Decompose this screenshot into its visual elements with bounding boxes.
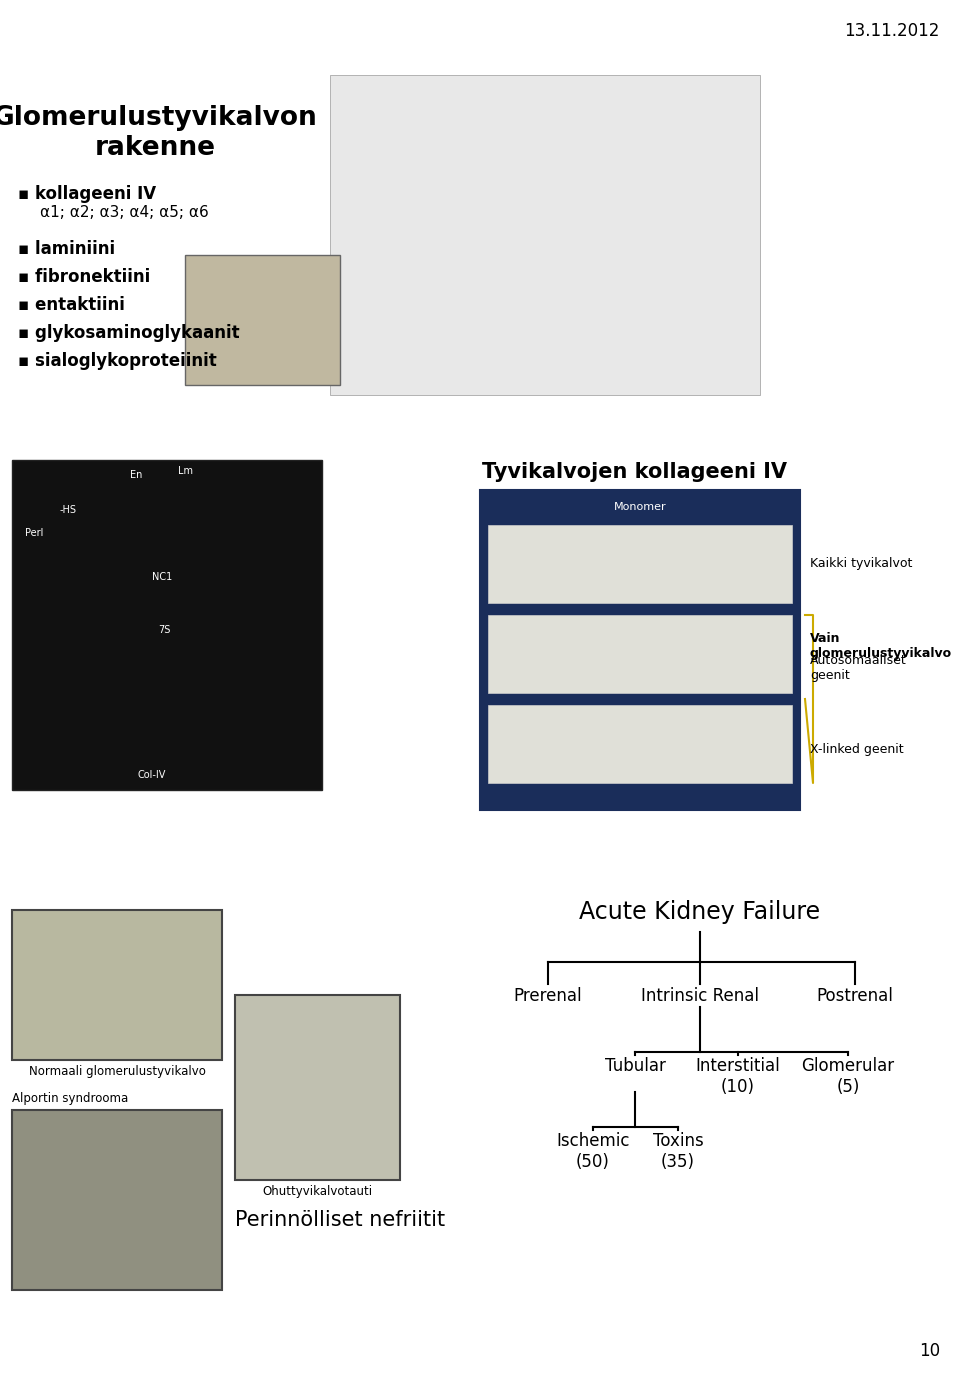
Text: -HS: -HS bbox=[60, 505, 77, 514]
Bar bbox=[488, 526, 792, 603]
Bar bbox=[12, 461, 322, 790]
Text: Normaali glomerulustyvikalvo: Normaali glomerulustyvikalvo bbox=[29, 1065, 205, 1077]
Bar bbox=[488, 615, 792, 693]
Text: X-linked geenit: X-linked geenit bbox=[810, 743, 903, 755]
Text: Glomerulustyvikalvon: Glomerulustyvikalvon bbox=[0, 105, 318, 131]
Text: Perinnölliset nefriitit: Perinnölliset nefriitit bbox=[235, 1210, 445, 1229]
Bar bbox=[330, 75, 760, 396]
Text: 7S: 7S bbox=[158, 625, 170, 635]
Bar bbox=[235, 994, 400, 1180]
Text: Tubular: Tubular bbox=[605, 1057, 665, 1075]
Text: ▪ kollageeni IV: ▪ kollageeni IV bbox=[18, 185, 156, 203]
Text: Tyvikalvojen kollageeni IV: Tyvikalvojen kollageeni IV bbox=[483, 462, 787, 483]
Text: ▪ fibronektiini: ▪ fibronektiini bbox=[18, 268, 151, 286]
Bar bbox=[488, 705, 792, 783]
Text: Col-IV: Col-IV bbox=[138, 770, 166, 780]
Text: NC1: NC1 bbox=[152, 573, 172, 582]
Text: 13.11.2012: 13.11.2012 bbox=[845, 22, 940, 40]
Text: Postrenal: Postrenal bbox=[817, 987, 894, 1005]
Text: Kaikki tyvikalvot: Kaikki tyvikalvot bbox=[810, 557, 912, 571]
Text: ▪ glykosaminoglykaanit: ▪ glykosaminoglykaanit bbox=[18, 324, 240, 342]
Text: Interstitial
(10): Interstitial (10) bbox=[696, 1057, 780, 1095]
Text: 10: 10 bbox=[919, 1342, 940, 1359]
Text: ▪ laminiini: ▪ laminiini bbox=[18, 241, 115, 259]
Text: rakenne: rakenne bbox=[94, 136, 215, 160]
Text: Intrinsic Renal: Intrinsic Renal bbox=[641, 987, 759, 1005]
Text: Prerenal: Prerenal bbox=[514, 987, 583, 1005]
Text: Toxins
(35): Toxins (35) bbox=[653, 1133, 704, 1171]
Text: Glomerular
(5): Glomerular (5) bbox=[802, 1057, 895, 1095]
Text: Acute Kidney Failure: Acute Kidney Failure bbox=[580, 900, 821, 924]
Bar bbox=[185, 254, 340, 384]
Text: ▪ entaktiini: ▪ entaktiini bbox=[18, 296, 125, 314]
Text: En: En bbox=[130, 470, 142, 480]
Bar bbox=[12, 1111, 222, 1290]
Text: Perl: Perl bbox=[25, 528, 43, 538]
Bar bbox=[480, 490, 800, 810]
Text: Autosomaaliset
geenit: Autosomaaliset geenit bbox=[810, 654, 907, 682]
Text: Lm: Lm bbox=[178, 466, 193, 476]
Text: Ischemic
(50): Ischemic (50) bbox=[556, 1133, 630, 1171]
Text: α1; α2; α3; α4; α5; α6: α1; α2; α3; α4; α5; α6 bbox=[40, 205, 208, 220]
Text: ▪ sialoglykoproteiinit: ▪ sialoglykoproteiinit bbox=[18, 353, 217, 371]
Text: Vain
glomerulustyvikalvo: Vain glomerulustyvikalvo bbox=[810, 632, 952, 660]
Text: Ohuttyvikalvotauti: Ohuttyvikalvotauti bbox=[262, 1185, 372, 1198]
Bar bbox=[12, 910, 222, 1059]
Text: Monomer: Monomer bbox=[613, 502, 666, 512]
Text: Alportin syndrooma: Alportin syndrooma bbox=[12, 1093, 129, 1105]
